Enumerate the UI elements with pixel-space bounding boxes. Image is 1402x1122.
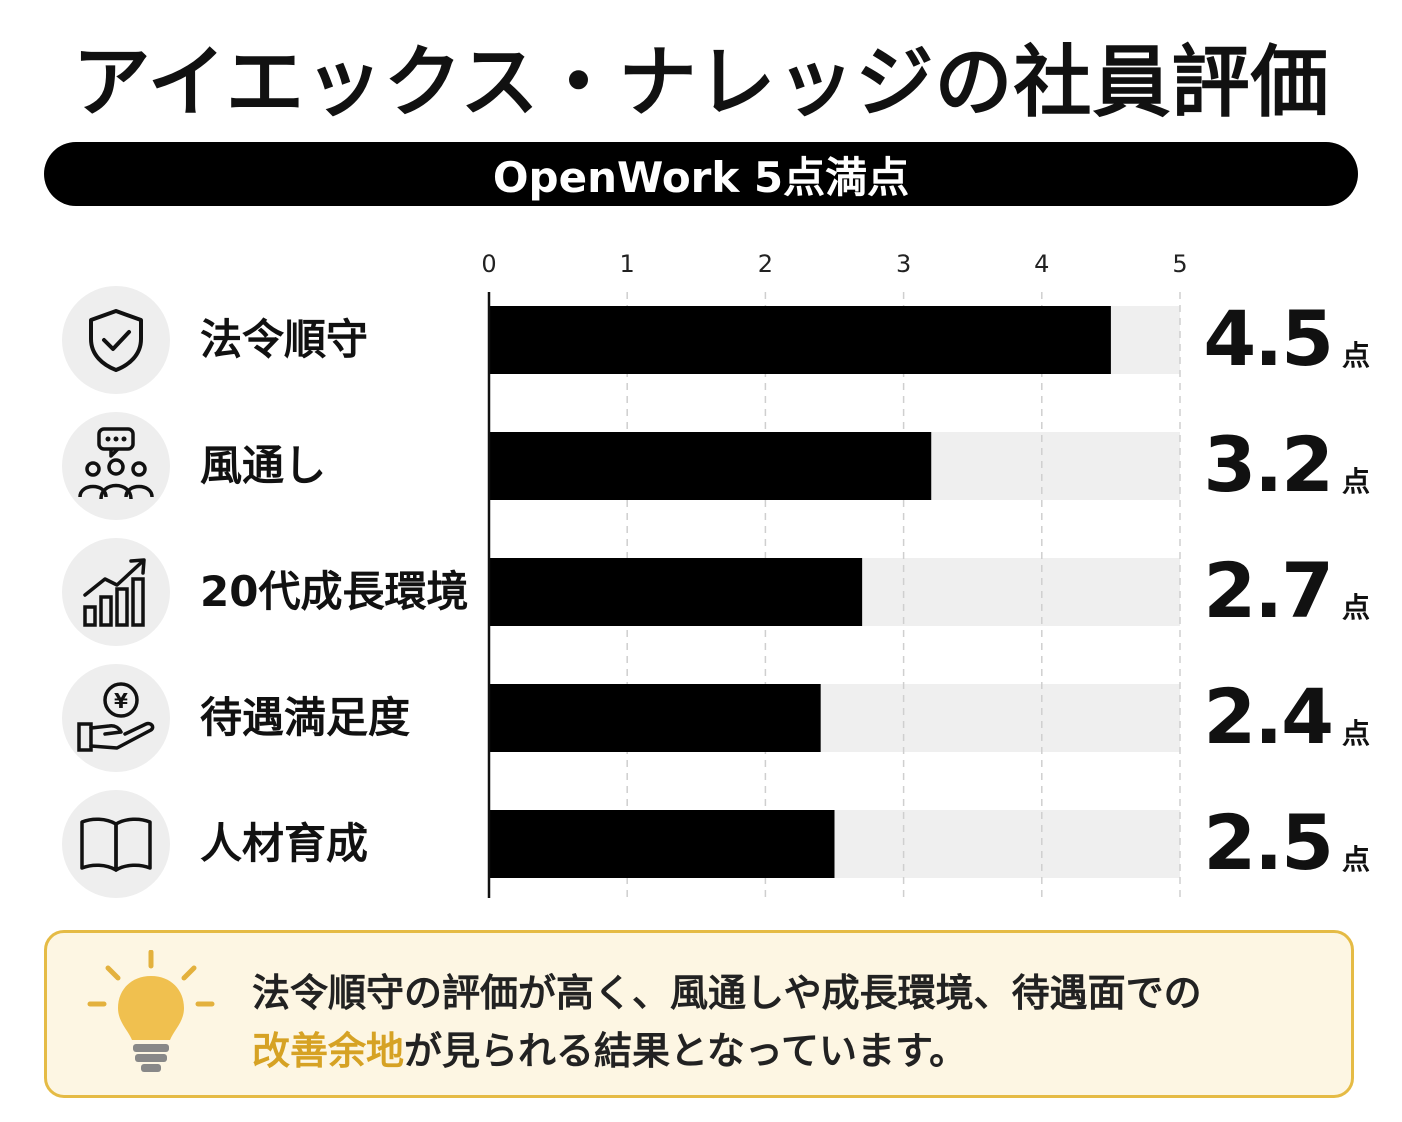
score-value: 4.5 点: [1190, 294, 1370, 384]
subtitle-banner: OpenWork 5点満点: [44, 142, 1358, 206]
score-unit: 点: [1341, 591, 1370, 624]
score-number: 2.5: [1203, 798, 1334, 887]
growth-chart-icon: [62, 538, 170, 646]
lightbulb-icon: [86, 949, 216, 1084]
summary-line-2: 改善余地が見られる結果となっています。: [252, 1020, 967, 1075]
people-chat-icon: [62, 412, 170, 520]
yen-hand-icon: ¥: [62, 664, 170, 772]
score-number: 2.7: [1203, 546, 1334, 635]
bar-chart: 0 1 2 3 4 5: [481, 250, 1188, 898]
bar: [489, 306, 1111, 374]
summary-box: [44, 930, 1354, 1098]
x-tick-label: 3: [896, 250, 911, 278]
score-value: 2.7 点: [1190, 546, 1370, 636]
x-tick-label: 5: [1172, 250, 1187, 278]
category-label: 人材育成: [200, 819, 369, 868]
category-label: 20代成長環境: [200, 567, 469, 616]
summary-line-2-rest: が見られる結果となっています。: [404, 1029, 968, 1073]
category-label: 法令順守: [200, 315, 369, 364]
open-book-icon: [62, 790, 170, 898]
category-label: 風通し: [200, 441, 327, 490]
category-label: 待遇満足度: [200, 693, 411, 742]
shield-check-icon: [62, 286, 170, 394]
bar: [489, 432, 932, 500]
x-tick-label: 2: [758, 250, 773, 278]
bar: [489, 684, 821, 752]
bar: [489, 810, 835, 878]
score-number: 3.2: [1203, 420, 1334, 509]
score-value: 2.4 点: [1190, 672, 1370, 762]
score-unit: 点: [1341, 717, 1370, 750]
page-title: アイエックス・ナレッジの社員評価: [72, 38, 1330, 128]
score-value: 3.2 点: [1190, 420, 1370, 510]
score-unit: 点: [1341, 339, 1370, 372]
score-value: 2.5 点: [1190, 798, 1370, 888]
summary-highlight: 改善余地: [252, 1029, 405, 1073]
x-tick-label: 1: [620, 250, 635, 278]
score-unit: 点: [1341, 465, 1370, 498]
score-unit: 点: [1341, 843, 1370, 876]
bar: [489, 558, 863, 626]
score-number: 4.5: [1203, 294, 1334, 383]
x-tick-label: 0: [481, 250, 496, 278]
subtitle-text: OpenWork 5点満点: [492, 152, 910, 202]
summary-line-1: 法令順守の評価が高く、風通しや成長環境、待遇面での: [252, 971, 1202, 1015]
svg-text:¥: ¥: [114, 689, 128, 713]
score-number: 2.4: [1203, 672, 1334, 761]
x-tick-label: 4: [1034, 250, 1049, 278]
